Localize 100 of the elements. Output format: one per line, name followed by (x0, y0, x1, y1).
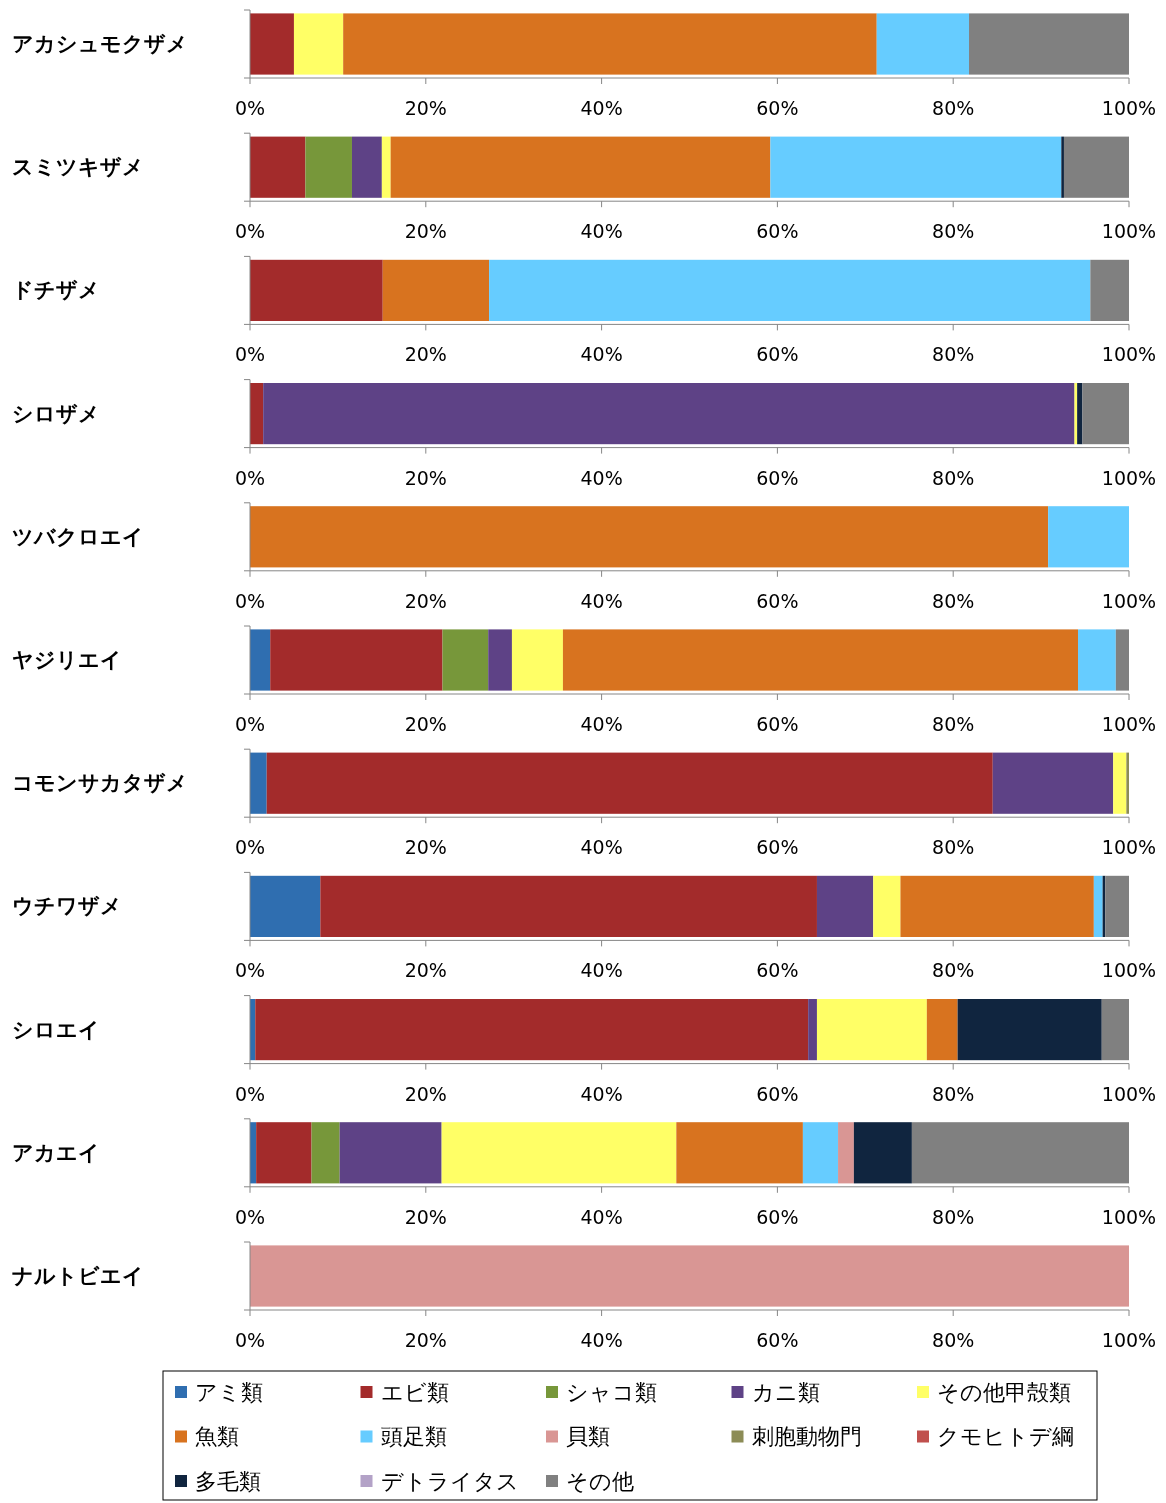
legend-label: 多毛類 (195, 1468, 261, 1494)
bar (1105, 875, 1129, 937)
bar (311, 1122, 340, 1184)
x-tick-label: 0% (234, 589, 266, 612)
legend-label: デトライタス (380, 1468, 519, 1494)
bar (1126, 752, 1129, 814)
x-tick-label: 100% (1101, 836, 1157, 859)
bar (802, 1122, 839, 1184)
x-tick-label: 100% (1101, 1205, 1157, 1228)
bar (1115, 629, 1129, 691)
bar (770, 136, 1062, 198)
x-tick-label: 0% (234, 466, 266, 489)
legend-label: 貝類 (566, 1424, 610, 1449)
bar (250, 629, 271, 691)
x-tick-label: 40% (580, 1205, 623, 1228)
x-tick-label: 40% (580, 97, 623, 119)
bar (250, 875, 321, 937)
x-tick-label: 0% (234, 836, 266, 859)
x-tick-label: 100% (1101, 343, 1157, 366)
legend-label: エビ類 (380, 1379, 449, 1405)
bar (816, 875, 874, 937)
bar (876, 13, 970, 75)
x-tick-label: 60% (756, 1329, 799, 1351)
x-tick-label: 40% (580, 589, 623, 612)
x-tick-label: 80% (932, 466, 975, 489)
x-tick-label: 100% (1101, 959, 1157, 982)
y-tick-label: コモンサカタザメ (12, 771, 188, 796)
x-tick-label: 20% (404, 959, 447, 982)
x-tick-label: 60% (756, 589, 799, 612)
bar (270, 629, 443, 691)
bar (250, 752, 267, 814)
x-tick-label: 40% (580, 466, 623, 489)
x-tick-label: 20% (404, 343, 447, 366)
x-tick-label: 60% (756, 343, 799, 366)
x-tick-label: 60% (756, 959, 799, 982)
x-tick-label: 40% (580, 836, 623, 859)
y-tick-label: ツバクロエイ (12, 524, 144, 549)
x-tick-label: 0% (234, 1329, 266, 1351)
x-tick-label: 40% (580, 713, 623, 735)
x-tick-label: 80% (932, 1205, 975, 1228)
bar (442, 629, 489, 691)
x-tick-label: 100% (1101, 589, 1157, 612)
bar (351, 136, 382, 198)
bar (1082, 383, 1129, 445)
x-tick-label: 80% (932, 220, 975, 243)
bar (900, 875, 1094, 937)
x-tick-label: 40% (580, 343, 623, 366)
legend-label: その他 (566, 1468, 634, 1494)
x-tick-label: 0% (234, 343, 266, 366)
x-tick-label: 80% (932, 1329, 975, 1351)
bar (808, 999, 817, 1061)
x-tick-label: 20% (404, 589, 447, 612)
x-tick-label: 0% (234, 713, 266, 735)
x-tick-label: 0% (234, 97, 266, 119)
bar (1090, 259, 1129, 321)
x-tick-label: 60% (756, 466, 799, 489)
x-tick-label: 0% (234, 1082, 266, 1105)
legend-label: 刺胞動物門 (751, 1424, 862, 1449)
bar (816, 999, 927, 1061)
x-tick-label: 20% (404, 713, 447, 735)
bar (343, 13, 877, 75)
x-tick-label: 20% (404, 1329, 447, 1351)
x-tick-label: 0% (234, 1205, 266, 1228)
x-tick-label: 20% (404, 466, 447, 489)
legend-label: アミ類 (195, 1379, 263, 1405)
x-tick-label: 100% (1101, 220, 1157, 243)
x-tick-label: 40% (580, 1329, 623, 1351)
legend-label: クモヒトデ綱 (937, 1424, 1074, 1449)
bar (266, 752, 993, 814)
x-tick-label: 100% (1101, 1329, 1157, 1351)
bar (381, 136, 391, 198)
x-tick-label: 80% (932, 589, 975, 612)
y-tick-label: シロザメ (12, 401, 100, 426)
x-tick-label: 40% (580, 959, 623, 982)
bar (511, 629, 563, 691)
x-tick-label: 80% (932, 1082, 975, 1105)
y-tick-label: ナルトビエイ (12, 1264, 144, 1288)
legend-label: その他甲殻類 (937, 1379, 1071, 1405)
legend-label: 魚類 (195, 1424, 239, 1449)
y-tick-label: ドチザメ (12, 278, 100, 303)
x-tick-label: 20% (404, 1205, 447, 1228)
legend-label: 頭足類 (380, 1424, 447, 1449)
x-tick-label: 60% (756, 97, 799, 119)
bar (992, 752, 1114, 814)
y-tick-label: スミツキザメ (12, 155, 144, 180)
bar (1061, 136, 1064, 198)
x-tick-label: 100% (1101, 1082, 1157, 1105)
bar (441, 1122, 677, 1184)
bar (957, 999, 1102, 1061)
bar (263, 383, 1075, 445)
bar (256, 1122, 312, 1184)
bar (382, 259, 490, 321)
y-tick-label: アカエイ (12, 1140, 100, 1165)
x-tick-label: 0% (234, 220, 266, 243)
bar (969, 13, 1129, 75)
bar (562, 629, 1079, 691)
x-tick-label: 100% (1101, 713, 1157, 735)
x-tick-label: 40% (580, 1082, 623, 1105)
bar (1077, 383, 1083, 445)
x-tick-label: 80% (932, 959, 975, 982)
